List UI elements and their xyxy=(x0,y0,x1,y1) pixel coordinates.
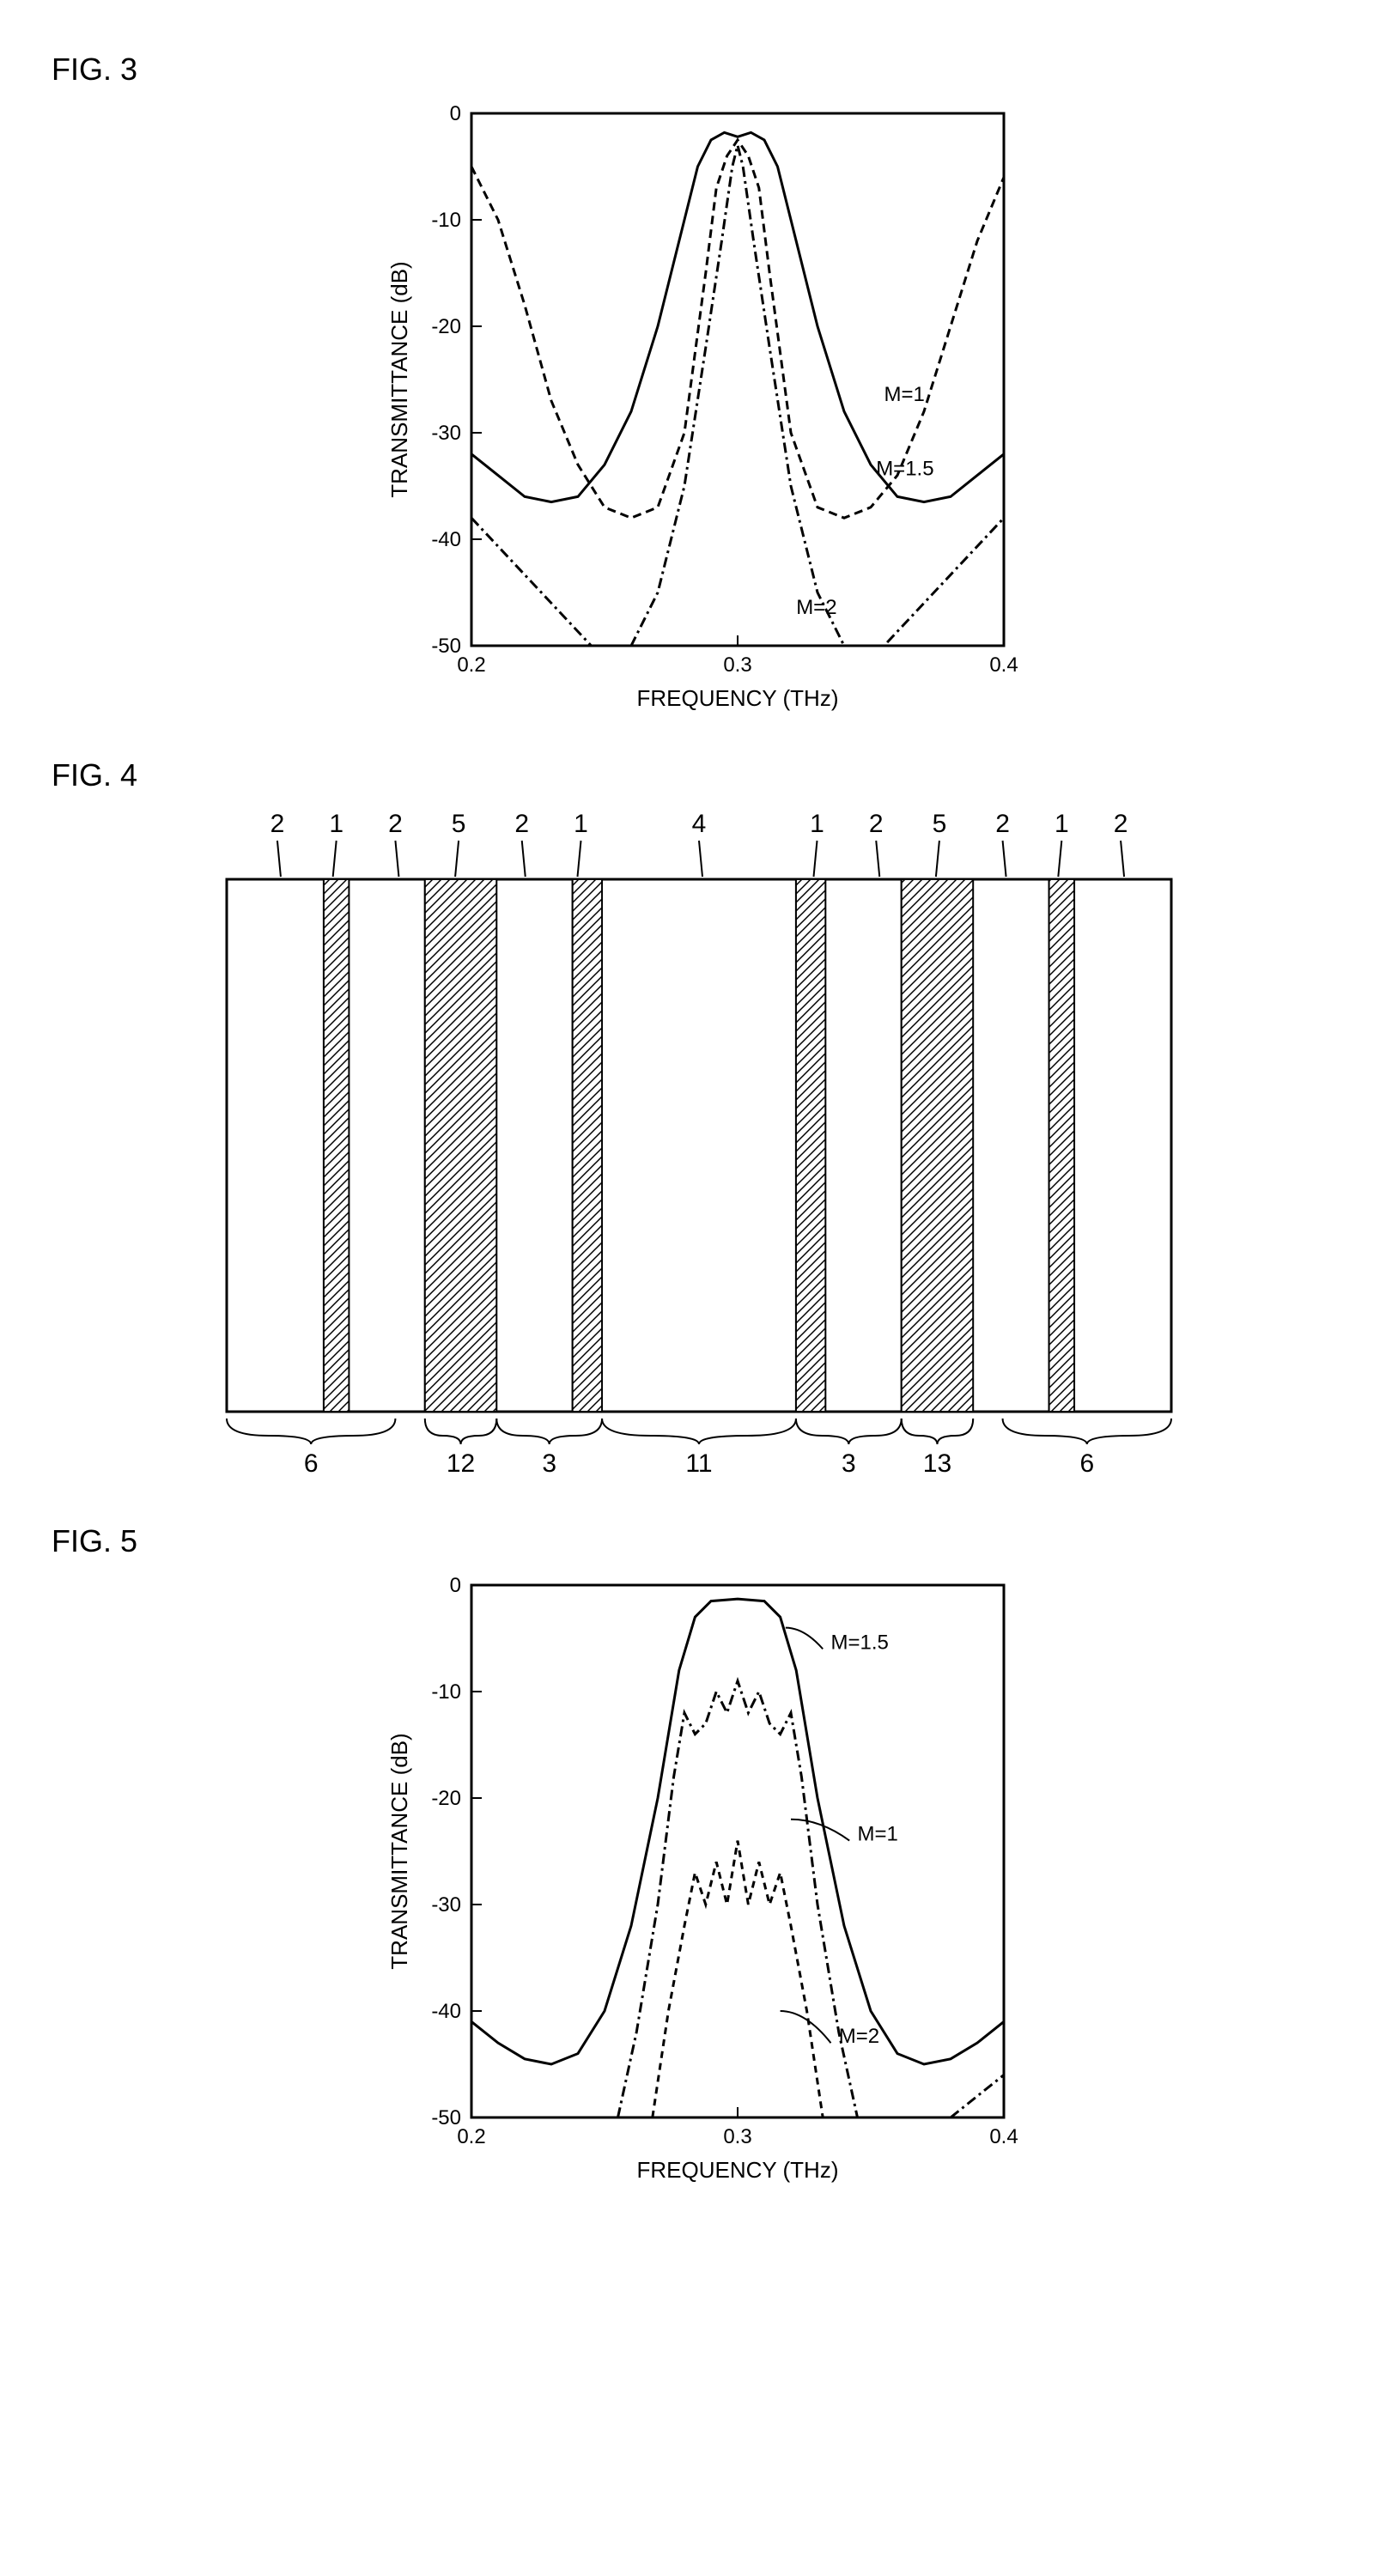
svg-text:6: 6 xyxy=(304,1449,319,1478)
svg-text:1: 1 xyxy=(574,810,588,838)
svg-text:0.2: 0.2 xyxy=(457,2125,485,2148)
svg-text:M=1.5: M=1.5 xyxy=(876,458,933,481)
svg-text:0.2: 0.2 xyxy=(457,653,485,677)
svg-text:13: 13 xyxy=(923,1449,951,1478)
svg-text:0.4: 0.4 xyxy=(989,653,1018,677)
svg-text:-30: -30 xyxy=(431,422,461,445)
svg-text:11: 11 xyxy=(685,1449,712,1478)
svg-text:5: 5 xyxy=(452,810,466,838)
fig3-chart-wrap: 0.2 0.3 0.4 -50 -40 -30 -20 -10 0 FREQUENCY (THz)… xyxy=(34,96,1364,723)
svg-text:0: 0 xyxy=(450,102,461,125)
svg-text:-10: -10 xyxy=(431,209,461,232)
svg-text:-40: -40 xyxy=(431,2000,461,2023)
svg-text:1: 1 xyxy=(810,810,824,838)
svg-text:1: 1 xyxy=(1055,810,1069,838)
svg-text:-30: -30 xyxy=(431,1893,461,1917)
svg-text:-20: -20 xyxy=(431,1787,461,1810)
svg-text:2: 2 xyxy=(1114,810,1128,838)
svg-text:3: 3 xyxy=(542,1449,556,1478)
svg-text:FREQUENCY (THz): FREQUENCY (THz) xyxy=(637,2157,839,2183)
fig5-chart: 0.2 0.3 0.4 -50 -40 -30 -20 -10 0 FREQUENCY (THz)… xyxy=(377,1568,1021,2195)
svg-text:-10: -10 xyxy=(431,1680,461,1704)
fig3-chart: 0.2 0.3 0.4 -50 -40 -30 -20 -10 0 FREQUENCY (THz)… xyxy=(377,96,1021,723)
svg-text:3: 3 xyxy=(842,1449,856,1478)
svg-text:FREQUENCY (THz): FREQUENCY (THz) xyxy=(637,685,839,711)
svg-text:2: 2 xyxy=(995,810,1010,838)
svg-text:2: 2 xyxy=(270,810,285,838)
svg-text:2: 2 xyxy=(388,810,403,838)
svg-text:2: 2 xyxy=(514,810,529,838)
svg-text:M=1: M=1 xyxy=(884,383,925,406)
svg-text:0.4: 0.4 xyxy=(989,2125,1018,2148)
svg-text:TRANSMITTANCE (dB): TRANSMITTANCE (dB) xyxy=(386,1733,412,1969)
fig3-label: FIG. 3 xyxy=(52,52,1364,88)
fig5-chart-wrap: 0.2 0.3 0.4 -50 -40 -30 -20 -10 0 FREQUENCY (THz)… xyxy=(34,1568,1364,2195)
fig4-label: FIG. 4 xyxy=(52,757,1364,793)
svg-text:M=1: M=1 xyxy=(858,1823,898,1846)
svg-text:-20: -20 xyxy=(431,315,461,338)
svg-text:-50: -50 xyxy=(431,635,461,658)
svg-text:M=1.5: M=1.5 xyxy=(831,1631,889,1654)
svg-text:0.3: 0.3 xyxy=(723,653,751,677)
svg-text:6: 6 xyxy=(1079,1449,1094,1478)
svg-text:-50: -50 xyxy=(431,2106,461,2129)
svg-text:TRANSMITTANCE (dB): TRANSMITTANCE (dB) xyxy=(386,261,412,497)
svg-text:0.3: 0.3 xyxy=(723,2125,751,2148)
svg-text:2: 2 xyxy=(869,810,884,838)
svg-text:M=2: M=2 xyxy=(796,596,836,619)
fig4-diagram-wrap: 21252141252126123113136 xyxy=(34,802,1364,1489)
svg-text:5: 5 xyxy=(933,810,947,838)
svg-text:12: 12 xyxy=(447,1449,475,1478)
svg-text:-40: -40 xyxy=(431,528,461,551)
svg-text:4: 4 xyxy=(692,810,707,838)
fig5-label: FIG. 5 xyxy=(52,1523,1364,1559)
svg-text:1: 1 xyxy=(329,810,343,838)
fig4-diagram: 21252141252126123113136 xyxy=(210,802,1188,1489)
svg-text:M=2: M=2 xyxy=(839,2025,879,2048)
svg-text:0: 0 xyxy=(450,1574,461,1597)
